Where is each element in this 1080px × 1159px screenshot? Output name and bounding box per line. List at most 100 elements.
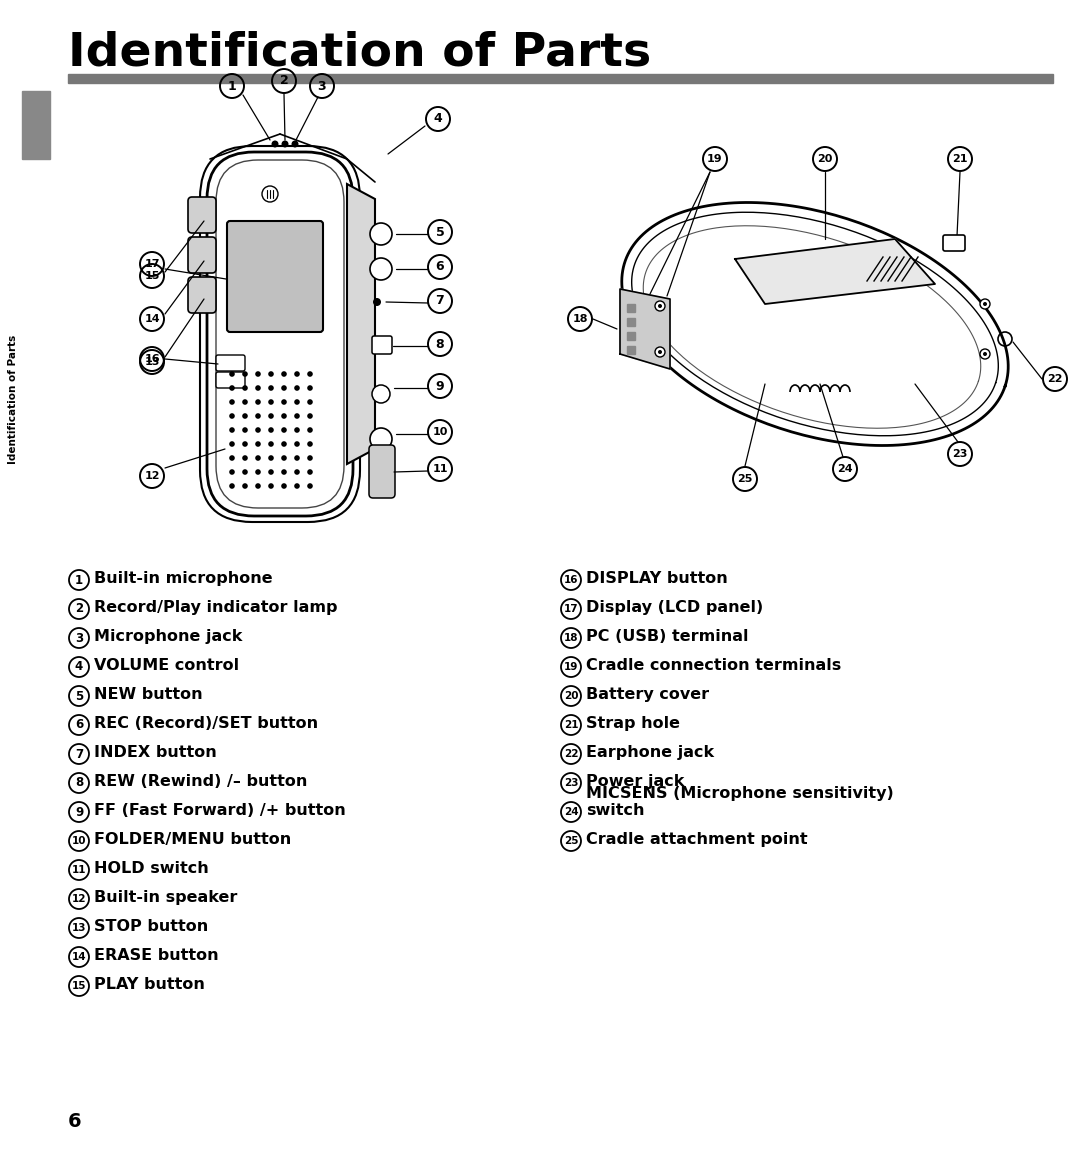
Circle shape [370,223,392,245]
Text: Cradle connection terminals: Cradle connection terminals [586,658,841,673]
Circle shape [268,455,274,461]
Circle shape [307,414,313,418]
Text: 12: 12 [71,894,86,904]
Text: MICSENS (Microphone sensitivity)
switch: MICSENS (Microphone sensitivity) switch [586,786,894,818]
Circle shape [255,399,260,404]
Text: 5: 5 [435,226,444,239]
Polygon shape [347,184,375,464]
Text: FOLDER/MENU button: FOLDER/MENU button [94,832,292,847]
FancyBboxPatch shape [188,277,216,313]
Text: Power jack: Power jack [586,774,685,789]
Text: REW (Rewind) /– button: REW (Rewind) /– button [94,774,308,789]
Circle shape [654,301,665,311]
Circle shape [268,371,274,377]
FancyBboxPatch shape [188,236,216,274]
Circle shape [980,299,990,309]
Circle shape [983,302,987,306]
Text: Built-in microphone: Built-in microphone [94,571,272,586]
Circle shape [242,442,247,447]
Text: 2: 2 [280,74,288,87]
FancyBboxPatch shape [216,372,245,388]
Text: Cradle attachment point: Cradle attachment point [586,832,808,847]
Bar [627,347,635,353]
FancyBboxPatch shape [216,160,345,508]
Text: 12: 12 [145,471,160,481]
Circle shape [268,414,274,418]
Text: 9: 9 [75,806,83,818]
Text: STOP button: STOP button [94,919,208,934]
Text: 2: 2 [75,603,83,615]
FancyBboxPatch shape [943,235,966,252]
Text: 18: 18 [564,633,578,643]
Text: 24: 24 [837,464,853,474]
FancyBboxPatch shape [227,221,323,331]
Circle shape [294,385,300,391]
Circle shape [370,428,392,450]
Circle shape [268,385,274,391]
Text: 10: 10 [432,427,448,437]
Text: Strap hole: Strap hole [586,716,680,731]
Circle shape [268,483,274,489]
Text: FF (Fast Forward) /+ button: FF (Fast Forward) /+ button [94,803,346,818]
Circle shape [268,442,274,447]
FancyBboxPatch shape [216,355,245,371]
FancyBboxPatch shape [369,445,395,498]
Circle shape [271,140,279,147]
Text: Microphone jack: Microphone jack [94,629,242,644]
Circle shape [281,469,287,475]
Circle shape [307,385,313,391]
Text: Earphone jack: Earphone jack [586,745,714,760]
Circle shape [370,258,392,280]
Text: HOLD switch: HOLD switch [94,861,208,876]
Circle shape [372,385,390,403]
Bar [627,331,635,340]
Circle shape [242,385,247,391]
Text: 10: 10 [71,836,86,846]
Text: 20: 20 [818,154,833,165]
Circle shape [307,399,313,404]
Circle shape [294,442,300,447]
Circle shape [229,469,234,475]
Circle shape [229,455,234,461]
Text: Record/Play indicator lamp: Record/Play indicator lamp [94,600,337,615]
Text: INDEX button: INDEX button [94,745,217,760]
Circle shape [242,469,247,475]
Polygon shape [622,203,1009,445]
Circle shape [281,483,287,489]
Circle shape [281,428,287,432]
Circle shape [229,399,234,404]
Circle shape [281,385,287,391]
Text: 20: 20 [564,691,578,701]
Text: 9: 9 [435,379,444,393]
Circle shape [654,347,665,357]
Circle shape [658,304,662,308]
Polygon shape [735,239,935,304]
Circle shape [255,385,260,391]
Circle shape [294,455,300,461]
Text: 4: 4 [434,112,443,125]
Text: 25: 25 [564,836,578,846]
Text: 7: 7 [435,294,444,307]
Circle shape [242,428,247,432]
Text: PLAY button: PLAY button [94,977,205,992]
Text: NEW button: NEW button [94,687,203,702]
Text: Battery cover: Battery cover [586,687,710,702]
Circle shape [242,371,247,377]
FancyBboxPatch shape [200,146,360,522]
Text: 13: 13 [71,923,86,933]
Text: ERASE button: ERASE button [94,948,218,963]
Text: 6: 6 [68,1111,82,1131]
Circle shape [307,469,313,475]
Circle shape [229,371,234,377]
Circle shape [242,399,247,404]
Text: 23: 23 [564,778,578,788]
Text: 19: 19 [564,662,578,672]
Circle shape [294,399,300,404]
Circle shape [255,442,260,447]
Circle shape [229,414,234,418]
Text: 16: 16 [564,575,578,585]
Text: 15: 15 [145,271,160,280]
Bar [68,74,1053,83]
Circle shape [268,469,274,475]
Circle shape [307,442,313,447]
